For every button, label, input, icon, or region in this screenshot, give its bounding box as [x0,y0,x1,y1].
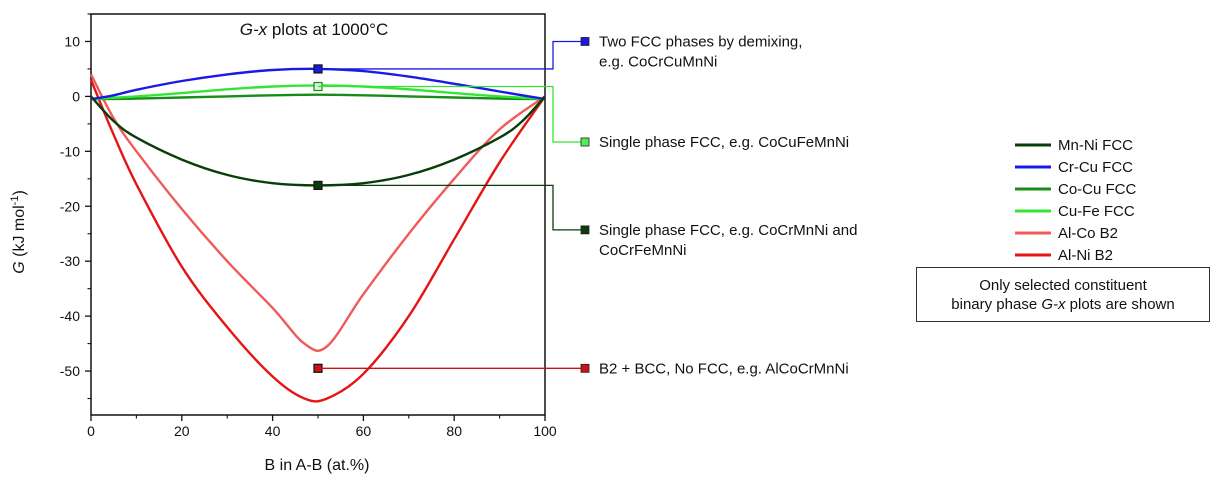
series-line-mn-ni-fcc [90,95,546,187]
annotation-marker [580,137,590,147]
chart-title-rest: plots at 1000°C [267,20,388,39]
legend-item: Co-Cu FCC [1015,181,1137,198]
y-tick-label: 10 [64,33,80,49]
y-axis-label-close: ) [11,190,28,195]
y-tick-label: -40 [60,308,80,324]
annotation-marker [580,363,590,373]
legend-label: Al-Co B2 [1058,225,1118,242]
annotation-leader [318,184,585,231]
legend-label: Al-Ni B2 [1058,247,1113,264]
series-line-al-co-b2 [89,73,546,352]
note-box: Only selected constituent binary phase G… [916,267,1210,322]
y-tick-label: -10 [60,143,80,159]
y-axis-label-rest: (kJ mol [11,205,28,261]
plot-frame [90,13,546,416]
note-line-2-pre: binary phase [951,295,1042,313]
chart-title-italic: G-x [240,20,268,39]
annotation-leader [318,40,585,70]
x-tick-label: 60 [356,423,372,439]
chart-title: G-x plots at 1000°C [240,20,389,39]
x-tick-label: 40 [265,423,281,439]
legend-label: Co-Cu FCC [1058,181,1137,198]
annotation-text: e.g. CoCrCuMnNi [599,53,717,70]
annotation-layer: Two FCC phases by demixing, e.g. CoCrCuMn… [318,33,857,377]
y-axis-label: G (kJ mol-1) [9,190,28,274]
annotation-text: Single phase FCC, e.g. CoCuFeMnNi [599,134,849,151]
annotation-marker [580,37,590,46]
legend-item: Cu-Fe FCC [1015,203,1135,220]
annotation-2: Single phase FCC, e.g. CoCuFeMnNi [318,85,849,151]
annotation-3: Single phase FCC, e.g. CoCrMnNi and CoCrF… [318,184,857,259]
annotation-text: Two FCC phases by demixing, [599,33,802,50]
x-tick-label: 80 [446,423,462,439]
annotation-1: Two FCC phases by demixing, e.g. CoCrCuMn… [318,33,802,70]
y-tick-label: -50 [60,363,80,379]
legend-label: Cu-Fe FCC [1058,203,1135,220]
note-line-2-post: plots are shown [1065,295,1175,313]
legend-label: Cr-Cu FCC [1058,159,1133,176]
x-tick-label: 0 [87,423,95,439]
note-line-2: binary phase G-x plots are shown [951,295,1174,314]
x-tick-label: 20 [174,423,190,439]
y-tick-label: 0 [72,88,80,104]
y-axis-label-sup: -1 [9,196,21,206]
series-line-co-cu-fcc [90,93,546,101]
legend-item: Al-Ni B2 [1015,247,1113,264]
y-axis-label-italic: G [11,261,28,273]
legend: Mn-Ni FCC Cr-Cu FCC Co-Cu FCC Cu-Fe FCC Al-C… [1015,137,1137,264]
annotation-text: B2 + BCC, No FCC, e.g. AlCoCrMnNi [599,360,849,377]
annotation-text: CoCrFeMnNi [599,242,687,259]
y-tick-label: -20 [60,198,80,214]
y-tick-label: -30 [60,253,80,269]
legend-label: Mn-Ni FCC [1058,137,1133,154]
note-line-1: Only selected constituent [979,276,1147,294]
note-line-2-italic: G-x [1041,295,1066,313]
x-axis-label: B in A-B (at.%) [265,457,370,474]
x-tick-label: 100 [533,423,557,439]
legend-item: Al-Co B2 [1015,225,1118,242]
annotation-4: B2 + BCC, No FCC, e.g. AlCoCrMnNi [318,360,849,377]
annotation-leader [318,85,585,143]
annotation-marker [580,225,590,235]
legend-item: Cr-Cu FCC [1015,159,1133,176]
series-line-al-ni-b2 [89,79,546,403]
legend-item: Mn-Ni FCC [1015,137,1133,154]
annotation-text: Single phase FCC, e.g. CoCrMnNi and [599,222,857,239]
